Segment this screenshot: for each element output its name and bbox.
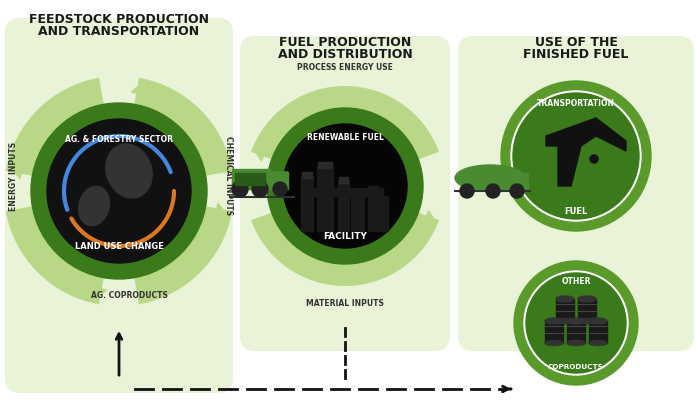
Text: FACILITY: FACILITY [323,231,367,240]
Text: CHEMICAL INPUTS: CHEMICAL INPUTS [225,136,234,215]
Polygon shape [15,169,22,179]
Text: AND TRANSPORTATION: AND TRANSPORTATION [38,25,200,38]
Circle shape [47,119,191,263]
Text: ENERGY INPUTS: ENERGY INPUTS [10,141,18,210]
Circle shape [524,271,628,375]
Circle shape [267,108,423,264]
Polygon shape [132,87,141,94]
Text: TRANSPORTATION: TRANSPORTATION [537,99,615,109]
Bar [510,173,528,191]
Wedge shape [251,211,439,286]
Bar [235,173,265,185]
Ellipse shape [556,296,574,302]
Bar [270,172,288,189]
Text: MATERIAL INPUTS: MATERIAL INPUTS [306,300,384,309]
Circle shape [252,181,268,197]
Wedge shape [134,206,232,304]
Polygon shape [546,118,626,186]
Circle shape [526,273,626,373]
Bar [545,321,563,343]
Ellipse shape [78,186,109,226]
Circle shape [232,181,248,197]
Ellipse shape [545,318,563,324]
Wedge shape [134,78,232,176]
Circle shape [513,93,639,219]
Ellipse shape [455,165,525,191]
Text: COPRODUCTS: COPRODUCTS [548,364,604,370]
Circle shape [486,184,500,198]
Text: AG. & FORESTRY SECTOR: AG. & FORESTRY SECTOR [65,134,173,143]
Text: AG. COPRODUCTS: AG. COPRODUCTS [90,291,167,300]
Polygon shape [270,172,288,189]
Circle shape [501,81,651,231]
Bar [578,299,596,321]
Ellipse shape [567,318,585,324]
Text: USE OF THE: USE OF THE [535,36,617,49]
Ellipse shape [578,319,596,323]
Bar [368,186,378,231]
Polygon shape [97,288,106,295]
Ellipse shape [589,340,607,346]
FancyBboxPatch shape [458,36,694,351]
Bar [351,193,364,231]
Polygon shape [216,203,223,213]
Text: OTHER: OTHER [561,277,591,286]
Circle shape [31,103,207,279]
Circle shape [510,184,524,198]
Circle shape [511,91,641,221]
Ellipse shape [567,340,585,346]
Bar [589,321,607,343]
Bar [338,181,349,231]
Text: FEEDSTOCK PRODUCTION: FEEDSTOCK PRODUCTION [29,13,209,26]
Bar [379,196,388,231]
FancyBboxPatch shape [5,18,233,393]
Circle shape [460,184,474,198]
Bar [232,169,270,189]
Bar [302,172,312,178]
Text: FUEL: FUEL [564,206,587,215]
Wedge shape [251,86,439,161]
Ellipse shape [589,318,607,324]
Bar [556,299,574,321]
Bar [317,166,333,231]
Wedge shape [6,78,104,176]
Ellipse shape [578,296,596,302]
Text: PROCESS ENERGY USE: PROCESS ENERGY USE [297,64,393,72]
Bar [318,162,332,168]
Bar [301,176,313,231]
Text: RENEWABLE FUEL: RENEWABLE FUEL [307,134,384,143]
Wedge shape [6,206,104,304]
Text: AND DISTRIBUTION: AND DISTRIBUTION [278,48,412,61]
Bar [303,188,383,196]
Text: FINISHED FUEL: FINISHED FUEL [524,48,629,61]
FancyBboxPatch shape [240,36,450,351]
Bar [339,177,348,183]
Text: FUEL PRODUCTION: FUEL PRODUCTION [279,36,411,49]
Bar [567,321,585,343]
Ellipse shape [106,144,152,198]
Polygon shape [425,211,433,220]
Text: LAND USE CHANGE: LAND USE CHANGE [75,242,163,250]
Ellipse shape [556,319,574,323]
Circle shape [273,182,287,196]
Polygon shape [257,152,265,161]
Circle shape [283,124,407,248]
Circle shape [590,155,598,163]
Circle shape [514,261,638,385]
Ellipse shape [545,340,563,346]
